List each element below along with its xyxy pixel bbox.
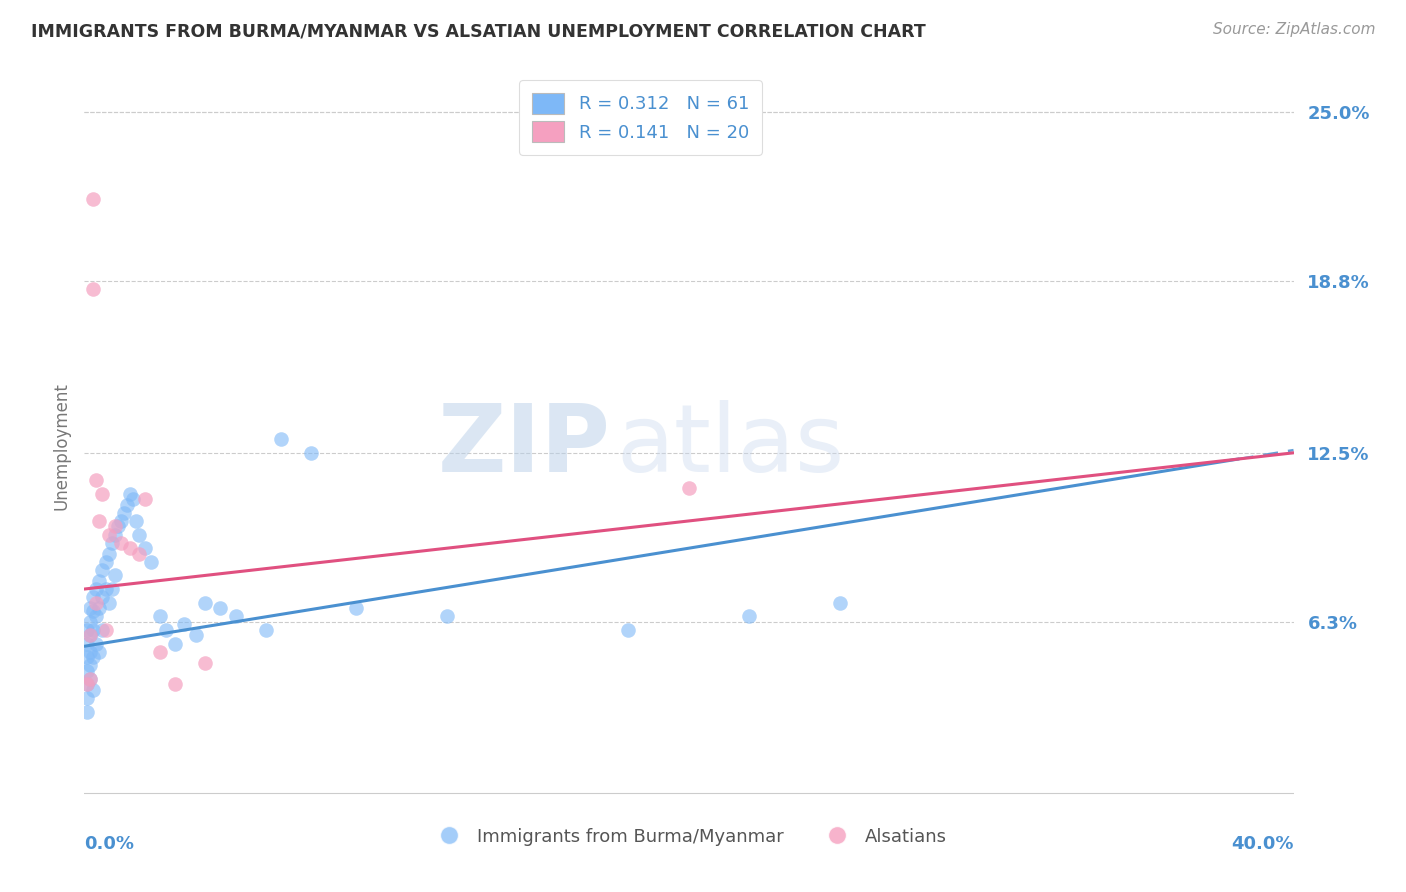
Point: [125, 514, 148, 528]
Point: [100, 535, 122, 549]
Point: [134, 541, 156, 556]
Point: [128, 527, 150, 541]
Point: [82, 604, 104, 618]
Text: Source: ZipAtlas.com: Source: ZipAtlas.com: [1212, 22, 1375, 37]
Legend: Immigrants from Burma/Myanmar, Alsatians: Immigrants from Burma/Myanmar, Alsatians: [425, 821, 953, 853]
Point: [79, 628, 101, 642]
Point: [76, 691, 98, 706]
Text: 40.0%: 40.0%: [1232, 835, 1294, 853]
Point: [76, 650, 98, 665]
Point: [107, 519, 129, 533]
Point: [254, 623, 277, 637]
Point: [76, 705, 98, 719]
Point: [82, 591, 104, 605]
Point: [97, 527, 120, 541]
Y-axis label: Unemployment: Unemployment: [52, 382, 70, 510]
Point: [82, 193, 104, 207]
Point: [194, 596, 217, 610]
Point: [97, 547, 120, 561]
Point: [79, 601, 101, 615]
Point: [76, 623, 98, 637]
Point: [104, 519, 127, 533]
Point: [79, 672, 101, 686]
Point: [82, 650, 104, 665]
Point: [76, 664, 98, 678]
Point: [149, 609, 172, 624]
Point: [155, 623, 177, 637]
Point: [110, 514, 132, 528]
Text: atlas: atlas: [616, 400, 845, 492]
Point: [94, 582, 117, 596]
Point: [79, 672, 101, 686]
Point: [79, 645, 101, 659]
Point: [173, 617, 195, 632]
Point: [100, 582, 122, 596]
Point: [194, 656, 217, 670]
Point: [209, 601, 232, 615]
Point: [91, 563, 114, 577]
Point: [225, 609, 247, 624]
Point: [89, 574, 111, 588]
Point: [738, 609, 761, 624]
Point: [91, 591, 114, 605]
Point: [86, 582, 108, 596]
Point: [86, 636, 108, 650]
Point: [115, 498, 138, 512]
Text: 0.0%: 0.0%: [84, 835, 135, 853]
Point: [128, 547, 150, 561]
Point: [79, 628, 101, 642]
Point: [94, 555, 117, 569]
Point: [149, 645, 172, 659]
Point: [91, 623, 114, 637]
Point: [82, 623, 104, 637]
Point: [86, 473, 108, 487]
Point: [139, 555, 162, 569]
Point: [118, 541, 141, 556]
Point: [112, 506, 135, 520]
Point: [97, 596, 120, 610]
Point: [89, 514, 111, 528]
Point: [82, 282, 104, 296]
Point: [79, 658, 101, 673]
Point: [91, 486, 114, 500]
Point: [118, 486, 141, 500]
Point: [121, 492, 143, 507]
Point: [270, 432, 292, 446]
Point: [346, 601, 368, 615]
Point: [76, 636, 98, 650]
Point: [76, 677, 98, 691]
Text: ZIP: ZIP: [437, 400, 610, 492]
Point: [617, 623, 640, 637]
Point: [678, 481, 700, 495]
Point: [86, 596, 108, 610]
Point: [89, 645, 111, 659]
Point: [86, 609, 108, 624]
Point: [104, 568, 127, 582]
Point: [94, 623, 117, 637]
Point: [79, 615, 101, 629]
Point: [186, 628, 208, 642]
Point: [110, 535, 132, 549]
Point: [165, 677, 187, 691]
Point: [165, 636, 187, 650]
Point: [436, 609, 458, 624]
Point: [76, 677, 98, 691]
Point: [82, 682, 104, 697]
Text: IMMIGRANTS FROM BURMA/MYANMAR VS ALSATIAN UNEMPLOYMENT CORRELATION CHART: IMMIGRANTS FROM BURMA/MYANMAR VS ALSATIA…: [31, 22, 925, 40]
Point: [134, 492, 156, 507]
Point: [104, 527, 127, 541]
Point: [299, 446, 322, 460]
Point: [89, 601, 111, 615]
Point: [830, 596, 852, 610]
